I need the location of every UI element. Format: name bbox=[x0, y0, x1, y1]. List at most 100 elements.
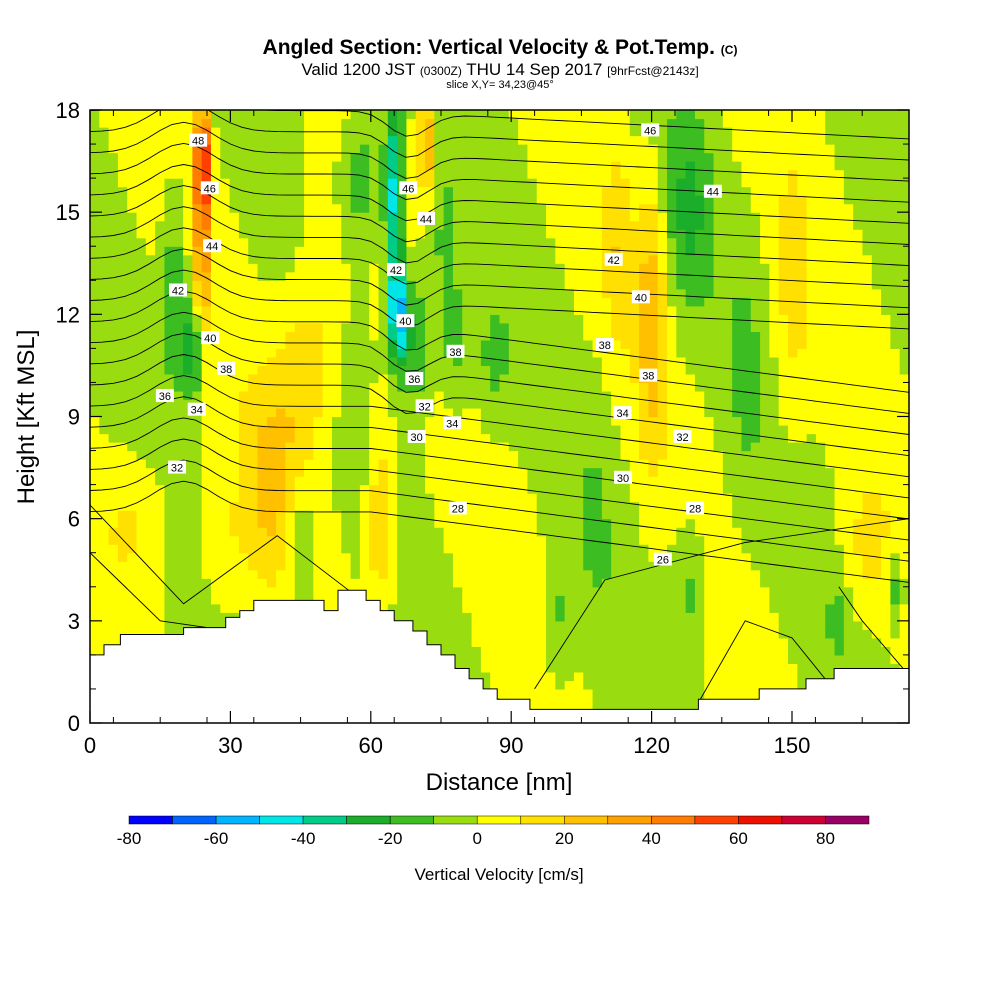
velocity-cell bbox=[657, 442, 668, 452]
velocity-cell bbox=[694, 390, 705, 401]
velocity-cell bbox=[694, 510, 705, 520]
velocity-cell bbox=[480, 246, 491, 256]
velocity-cell bbox=[322, 510, 333, 520]
velocity-cell bbox=[704, 399, 715, 409]
velocity-cell bbox=[210, 612, 221, 622]
velocity-cell bbox=[527, 229, 538, 239]
velocity-cell bbox=[99, 578, 110, 588]
velocity-cell bbox=[127, 127, 138, 137]
velocity-cell bbox=[434, 271, 445, 281]
velocity-cell bbox=[490, 186, 501, 196]
velocity-cell bbox=[508, 314, 519, 324]
velocity-cell bbox=[285, 569, 296, 579]
velocity-cell bbox=[397, 246, 408, 256]
velocity-cell bbox=[173, 612, 184, 622]
velocity-cell bbox=[508, 416, 519, 426]
velocity-cell bbox=[629, 348, 640, 358]
velocity-cell bbox=[471, 467, 482, 477]
velocity-cell bbox=[387, 535, 398, 545]
velocity-cell bbox=[117, 314, 128, 324]
velocity-cell bbox=[425, 493, 435, 503]
velocity-cell bbox=[713, 416, 724, 426]
velocity-cell bbox=[90, 637, 100, 647]
velocity-cell bbox=[611, 186, 622, 196]
velocity-cell bbox=[508, 646, 519, 656]
velocity-cell bbox=[257, 254, 268, 264]
velocity-cell bbox=[592, 467, 603, 477]
velocity-cell bbox=[341, 399, 352, 409]
velocity-cell bbox=[90, 586, 100, 596]
velocity-cell bbox=[639, 688, 650, 699]
velocity-cell bbox=[694, 339, 705, 349]
velocity-cell bbox=[415, 518, 426, 528]
velocity-cell bbox=[201, 229, 212, 239]
velocity-cell bbox=[155, 152, 166, 162]
velocity-cell bbox=[490, 527, 501, 537]
velocity-cell bbox=[406, 416, 417, 426]
velocity-cell bbox=[378, 476, 389, 486]
velocity-cell bbox=[573, 637, 584, 647]
velocity-cell bbox=[127, 356, 138, 367]
velocity-cell bbox=[425, 195, 435, 205]
velocity-cell bbox=[620, 339, 631, 349]
velocity-cell bbox=[564, 569, 575, 579]
velocity-cell bbox=[276, 578, 287, 588]
velocity-cell bbox=[508, 322, 519, 332]
velocity-cell bbox=[90, 646, 100, 656]
velocity-cell bbox=[425, 390, 435, 401]
velocity-cell bbox=[722, 527, 733, 537]
velocity-cell bbox=[238, 220, 249, 230]
velocity-cell bbox=[117, 152, 128, 162]
velocity-cell bbox=[99, 305, 110, 315]
velocity-cell bbox=[527, 152, 538, 162]
velocity-cell bbox=[229, 501, 240, 511]
velocity-cell bbox=[434, 544, 445, 554]
velocity-cell bbox=[657, 535, 668, 545]
velocity-cell bbox=[555, 212, 566, 222]
velocity-cell bbox=[536, 501, 547, 511]
velocity-cell bbox=[508, 688, 519, 699]
velocity-cell bbox=[592, 305, 603, 315]
velocity-cell bbox=[648, 518, 659, 528]
velocity-cell bbox=[685, 561, 696, 571]
velocity-cell bbox=[341, 161, 352, 171]
velocity-cell bbox=[611, 339, 622, 349]
velocity-cell bbox=[667, 169, 677, 179]
velocity-cell bbox=[415, 135, 426, 145]
velocity-cell bbox=[108, 297, 119, 307]
velocity-cell bbox=[378, 356, 389, 367]
velocity-cell bbox=[462, 535, 473, 545]
velocity-cell bbox=[155, 322, 166, 332]
velocity-cell bbox=[425, 603, 435, 613]
velocity-cell bbox=[210, 365, 221, 375]
velocity-cell bbox=[629, 390, 640, 401]
velocity-cell bbox=[108, 322, 119, 332]
velocity-cell bbox=[229, 425, 240, 435]
velocity-cell bbox=[573, 195, 584, 205]
velocity-cell bbox=[266, 212, 277, 222]
velocity-cell bbox=[183, 237, 193, 247]
velocity-cell bbox=[108, 288, 119, 298]
velocity-cell bbox=[713, 382, 724, 392]
velocity-cell bbox=[229, 212, 240, 222]
velocity-cell bbox=[90, 169, 100, 179]
velocity-cell bbox=[313, 144, 324, 154]
velocity-cell bbox=[276, 288, 287, 298]
velocity-cell bbox=[276, 459, 287, 469]
velocity-cell bbox=[359, 527, 370, 537]
velocity-cell bbox=[183, 373, 193, 384]
velocity-cell bbox=[443, 373, 454, 384]
velocity-cell bbox=[257, 263, 268, 273]
velocity-cell bbox=[136, 467, 147, 477]
velocity-cell bbox=[229, 110, 240, 120]
velocity-cell bbox=[434, 339, 445, 349]
velocity-cell bbox=[304, 212, 314, 222]
velocity-cell bbox=[257, 356, 268, 367]
velocity-cell bbox=[164, 331, 175, 341]
velocity-cell bbox=[331, 382, 342, 392]
velocity-cell bbox=[508, 203, 519, 213]
velocity-cell bbox=[480, 382, 491, 392]
velocity-cell bbox=[359, 144, 370, 154]
velocity-cell bbox=[164, 110, 175, 120]
velocity-cell bbox=[331, 484, 342, 494]
